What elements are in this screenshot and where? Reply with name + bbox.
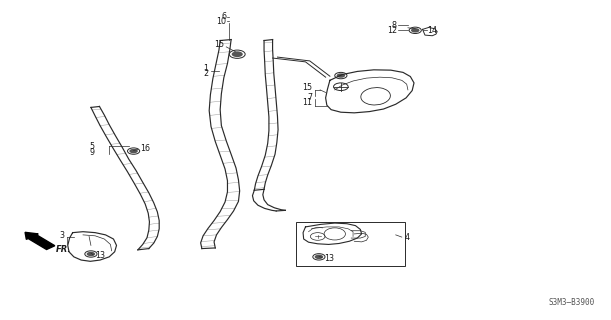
Text: 5: 5 [89,142,94,151]
Circle shape [411,28,420,33]
Text: 3: 3 [59,231,64,240]
Circle shape [315,255,323,259]
Text: 10: 10 [216,17,226,26]
Bar [296,222,405,266]
FancyArrow shape [25,232,55,250]
Text: S3M3–B3900: S3M3–B3900 [549,298,595,307]
Circle shape [130,149,138,153]
Text: 9: 9 [89,148,94,156]
Text: 15: 15 [302,83,312,92]
Text: 12: 12 [387,26,397,35]
Text: 13: 13 [95,251,105,260]
Text: 11: 11 [302,98,312,107]
Text: 16: 16 [140,144,150,153]
Text: 15: 15 [214,40,224,49]
Text: 14: 14 [428,26,437,35]
Text: 4: 4 [404,233,409,242]
Text: 6: 6 [221,12,226,21]
Text: 2: 2 [203,69,208,78]
Text: 1: 1 [203,64,208,73]
Text: 8: 8 [392,21,397,30]
Text: 7: 7 [307,93,312,102]
Circle shape [232,51,243,57]
Text: FR.: FR. [56,245,71,254]
Circle shape [337,73,345,78]
Text: 13: 13 [324,254,334,263]
Circle shape [87,252,95,256]
